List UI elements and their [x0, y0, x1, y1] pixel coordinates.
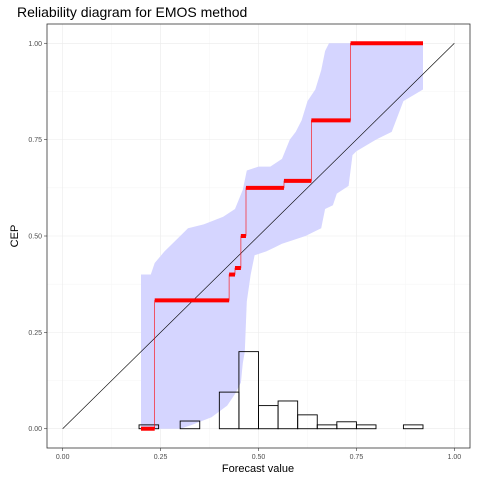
y-tick-label: 0.50 — [28, 234, 42, 241]
x-tick-label: 0.00 — [56, 454, 70, 461]
y-axis-ticks: 0.00 0.25 0.50 0.75 1.00 — [28, 41, 47, 433]
histogram-bar — [317, 425, 337, 429]
y-tick-label: 0.75 — [28, 137, 42, 144]
histogram-bar — [356, 425, 376, 429]
x-tick-label: 0.75 — [350, 454, 364, 461]
x-tick-label: 0.25 — [154, 454, 168, 461]
histogram-bar — [259, 406, 279, 429]
x-tick-label: 0.50 — [252, 454, 266, 461]
y-tick-label: 0.00 — [28, 426, 42, 433]
y-tick-label: 0.25 — [28, 330, 42, 337]
x-tick-label: 1.00 — [448, 454, 462, 461]
x-axis-label: Forecast value — [222, 463, 294, 475]
histogram-bar — [278, 401, 298, 429]
histogram-bar — [337, 422, 357, 429]
y-axis-label: CEP — [9, 225, 21, 248]
chart-title: Reliability diagram for EMOS method — [17, 4, 247, 20]
y-tick-label: 1.00 — [28, 41, 42, 48]
x-axis-ticks: 0.00 0.25 0.50 0.75 1.00 — [56, 448, 461, 461]
histogram-bar — [403, 425, 423, 429]
